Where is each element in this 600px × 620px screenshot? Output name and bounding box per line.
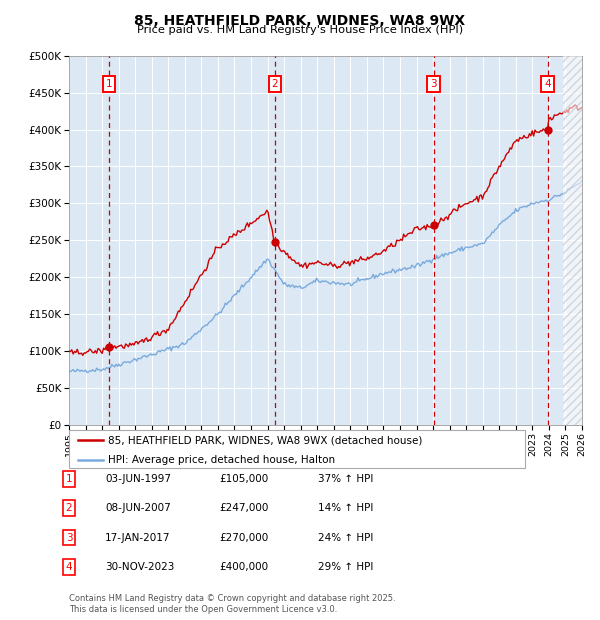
Text: Price paid vs. HM Land Registry's House Price Index (HPI): Price paid vs. HM Land Registry's House … (137, 25, 463, 35)
Text: 1: 1 (65, 474, 73, 484)
Text: 4: 4 (65, 562, 73, 572)
Text: HPI: Average price, detached house, Halton: HPI: Average price, detached house, Halt… (108, 454, 335, 464)
Text: £400,000: £400,000 (219, 562, 268, 572)
Text: 08-JUN-2007: 08-JUN-2007 (105, 503, 171, 513)
Bar (563, 56, 582, 425)
Text: £105,000: £105,000 (219, 474, 268, 484)
Text: 2: 2 (65, 503, 73, 513)
Text: 17-JAN-2017: 17-JAN-2017 (105, 533, 170, 542)
Text: 14% ↑ HPI: 14% ↑ HPI (318, 503, 373, 513)
Text: 29% ↑ HPI: 29% ↑ HPI (318, 562, 373, 572)
Text: 30-NOV-2023: 30-NOV-2023 (105, 562, 175, 572)
Text: 85, HEATHFIELD PARK, WIDNES, WA8 9WX: 85, HEATHFIELD PARK, WIDNES, WA8 9WX (134, 14, 466, 28)
Text: 1: 1 (106, 79, 112, 89)
Text: 2: 2 (272, 79, 278, 89)
Text: £270,000: £270,000 (219, 533, 268, 542)
Text: 3: 3 (65, 533, 73, 542)
Text: 85, HEATHFIELD PARK, WIDNES, WA8 9WX (detached house): 85, HEATHFIELD PARK, WIDNES, WA8 9WX (de… (108, 435, 422, 445)
Text: 4: 4 (544, 79, 551, 89)
Text: £247,000: £247,000 (219, 503, 268, 513)
Text: 37% ↑ HPI: 37% ↑ HPI (318, 474, 373, 484)
Text: 3: 3 (430, 79, 437, 89)
Text: 24% ↑ HPI: 24% ↑ HPI (318, 533, 373, 542)
Text: 03-JUN-1997: 03-JUN-1997 (105, 474, 171, 484)
Text: Contains HM Land Registry data © Crown copyright and database right 2025.
This d: Contains HM Land Registry data © Crown c… (69, 595, 395, 614)
